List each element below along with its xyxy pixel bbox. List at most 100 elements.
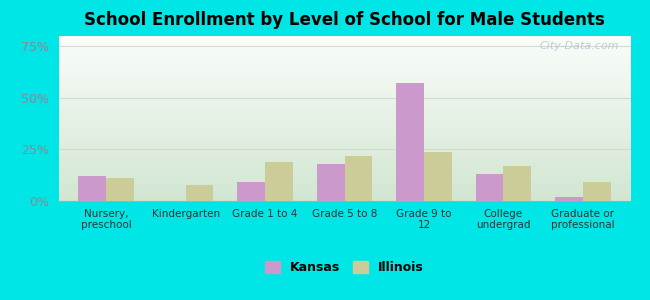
Bar xyxy=(58,180,630,181)
Bar xyxy=(58,74,630,75)
Bar xyxy=(317,164,345,201)
Bar xyxy=(58,59,630,60)
Bar xyxy=(58,195,630,196)
Bar xyxy=(58,52,630,53)
Bar xyxy=(58,57,630,58)
Bar xyxy=(58,194,630,195)
Bar xyxy=(58,130,630,131)
Bar xyxy=(58,40,630,41)
Bar xyxy=(58,53,630,54)
Bar xyxy=(58,163,630,164)
Bar xyxy=(58,63,630,64)
Bar xyxy=(58,193,630,194)
Bar xyxy=(58,191,630,192)
Bar xyxy=(476,174,503,201)
Bar xyxy=(58,108,630,109)
Bar xyxy=(503,166,531,201)
Bar xyxy=(58,183,630,184)
Bar xyxy=(58,81,630,82)
Bar xyxy=(58,85,630,86)
Bar xyxy=(58,198,630,199)
Bar xyxy=(58,104,630,105)
Bar xyxy=(58,122,630,123)
Bar xyxy=(58,147,630,148)
Bar xyxy=(58,190,630,191)
Bar xyxy=(58,49,630,50)
Bar xyxy=(58,60,630,61)
Bar xyxy=(58,79,630,80)
Bar xyxy=(58,118,630,119)
Bar xyxy=(58,103,630,104)
Bar xyxy=(58,161,630,162)
Bar xyxy=(58,144,630,145)
Bar xyxy=(58,150,630,151)
Bar xyxy=(58,154,630,155)
Bar xyxy=(58,107,630,108)
Bar xyxy=(58,69,630,70)
Bar xyxy=(58,199,630,200)
Bar xyxy=(58,143,630,144)
Bar xyxy=(58,50,630,51)
Bar xyxy=(58,109,630,110)
Bar xyxy=(58,160,630,161)
Bar xyxy=(58,200,630,201)
Bar xyxy=(58,117,630,118)
Bar xyxy=(58,133,630,134)
Legend: Kansas, Illinois: Kansas, Illinois xyxy=(259,255,430,280)
Title: School Enrollment by Level of School for Male Students: School Enrollment by Level of School for… xyxy=(84,11,605,29)
Bar xyxy=(58,134,630,135)
Bar xyxy=(58,113,630,114)
Bar xyxy=(58,196,630,197)
Bar xyxy=(106,178,134,201)
Bar xyxy=(58,186,630,187)
Bar xyxy=(58,119,630,120)
Bar xyxy=(58,42,630,43)
Bar xyxy=(58,188,630,189)
Bar xyxy=(58,115,630,116)
Bar xyxy=(58,140,630,141)
Bar xyxy=(58,78,630,79)
Bar xyxy=(58,162,630,163)
Bar xyxy=(58,83,630,84)
Bar xyxy=(58,99,630,100)
Bar xyxy=(58,197,630,198)
Bar xyxy=(58,77,630,78)
Bar xyxy=(58,98,630,99)
Bar xyxy=(58,167,630,168)
Bar xyxy=(58,124,630,125)
Bar xyxy=(58,172,630,173)
Bar xyxy=(58,105,630,106)
Bar xyxy=(58,157,630,158)
Bar xyxy=(58,192,630,193)
Bar xyxy=(58,90,630,91)
Bar xyxy=(58,80,630,81)
Bar xyxy=(58,41,630,42)
Bar xyxy=(58,139,630,140)
Bar xyxy=(58,54,630,55)
Bar xyxy=(58,102,630,103)
Bar xyxy=(265,162,293,201)
Bar xyxy=(58,156,630,157)
Bar xyxy=(58,47,630,48)
Bar xyxy=(58,94,630,95)
Bar xyxy=(58,136,630,137)
Bar xyxy=(58,38,630,39)
Bar xyxy=(58,76,630,77)
Bar xyxy=(58,70,630,71)
Bar xyxy=(58,175,630,176)
Bar xyxy=(58,68,630,69)
Bar xyxy=(58,149,630,150)
Bar xyxy=(58,118,630,119)
Bar xyxy=(58,128,630,129)
Bar xyxy=(396,83,424,201)
Bar xyxy=(58,189,630,190)
Bar xyxy=(58,153,630,154)
Bar xyxy=(583,182,610,201)
Bar xyxy=(79,176,106,201)
Bar xyxy=(58,93,630,94)
Bar xyxy=(58,146,630,147)
Bar xyxy=(58,179,630,180)
Bar xyxy=(58,96,630,97)
Bar xyxy=(58,88,630,89)
Bar xyxy=(58,156,630,157)
